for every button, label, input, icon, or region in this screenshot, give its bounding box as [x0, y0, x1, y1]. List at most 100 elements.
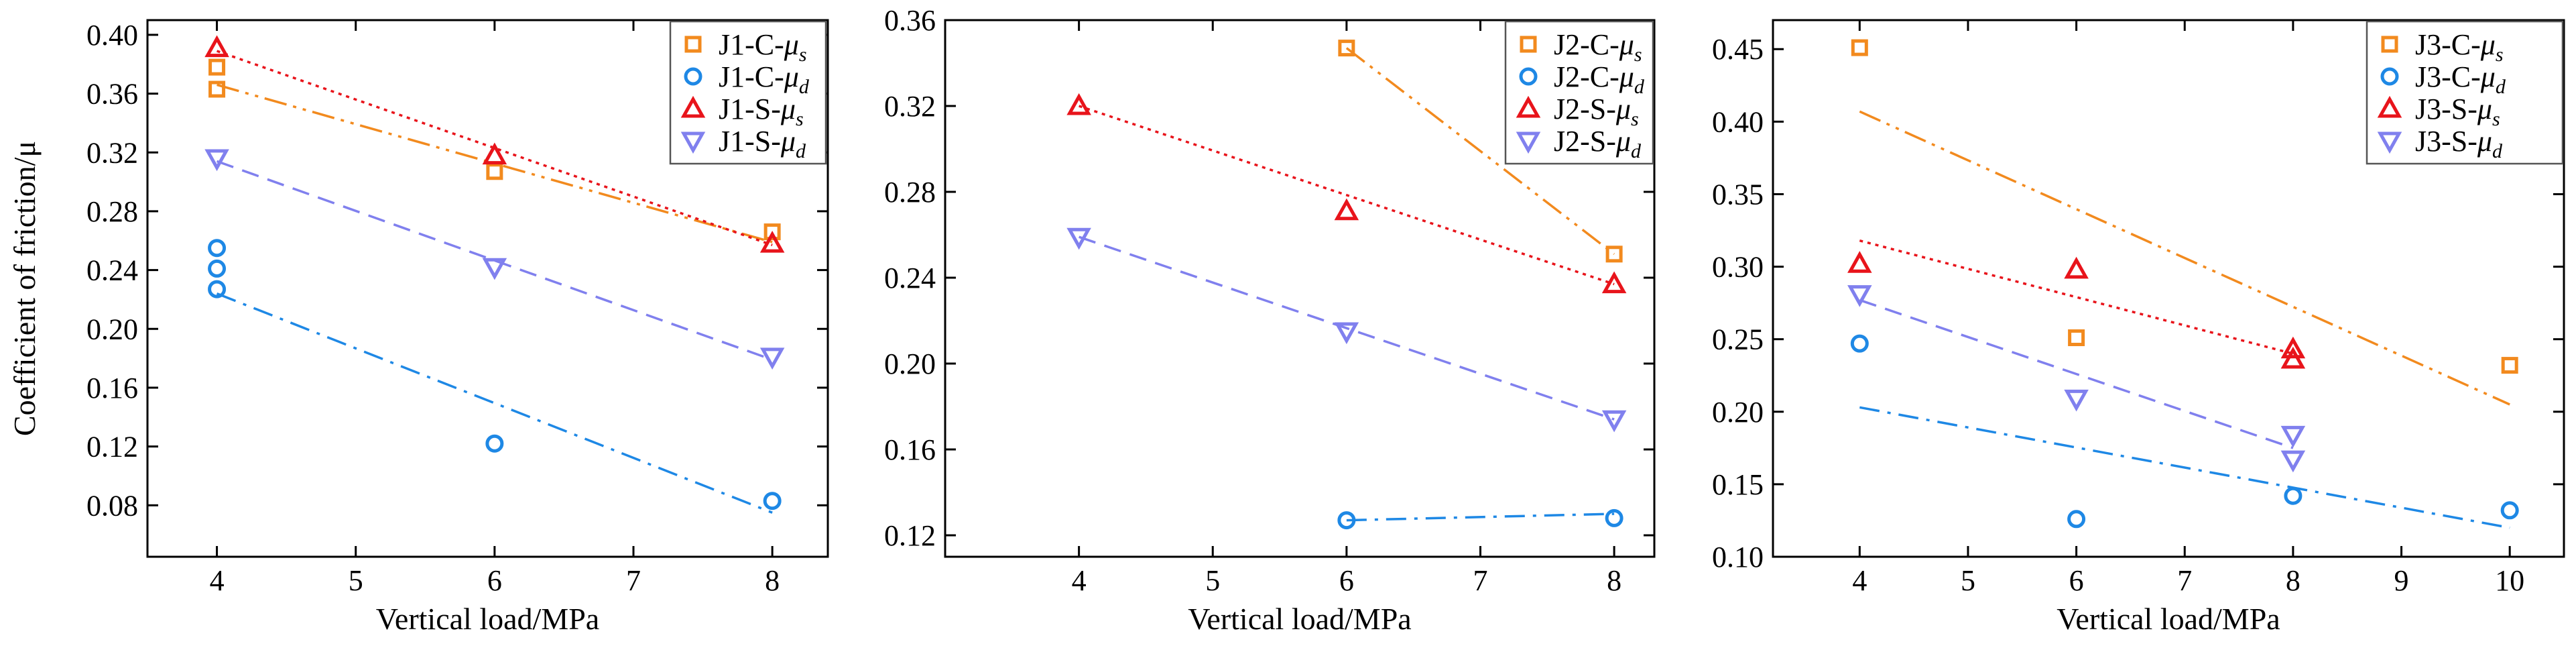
legend-label: J1-S-μs	[719, 93, 804, 130]
fit-line-triangle-down	[216, 160, 773, 361]
y-tick-label: 0.16	[884, 433, 936, 466]
x-tick-label: 5	[1961, 564, 1975, 597]
data-point-square	[486, 163, 503, 180]
legend-label-symbol: μ	[784, 28, 799, 61]
legend-label-symbol: μ	[2477, 125, 2492, 158]
legend-label: J3-S-μd	[2415, 125, 2503, 162]
legend-label: J1-C-μd	[719, 60, 810, 98]
legend-label: J1-C-μs	[719, 28, 807, 66]
data-point-circle	[763, 492, 782, 510]
data-point-circle	[2067, 510, 2086, 529]
legend-label-subscript: d	[1631, 140, 1642, 162]
legend-label-symbol: μ	[2477, 93, 2492, 125]
data-point-square	[2501, 357, 2518, 374]
y-tick-label: 0.24	[884, 262, 936, 294]
x-tick-label: 8	[765, 564, 780, 597]
legend-label-symbol: μ	[784, 60, 799, 93]
legend-label: J2-S-μd	[1554, 125, 1642, 162]
legend-marker-triangle-down	[680, 131, 706, 154]
legend-label-symbol: μ	[1615, 125, 1631, 158]
data-point-triangle-up	[1334, 198, 1359, 221]
fit-line-circle	[216, 292, 773, 514]
legend-label-subscript: d	[799, 76, 810, 98]
y-tick-label: 0.40	[1712, 105, 1764, 138]
legend-label-symbol: μ	[2480, 60, 2496, 93]
legend-marker-triangle-up	[2377, 95, 2402, 118]
legend-label-name: J1-S-	[719, 125, 781, 158]
legend-label: J1-S-μd	[719, 125, 806, 162]
data-point-triangle-down	[2280, 450, 2306, 473]
legend-marker-square	[2381, 36, 2398, 53]
data-point-triangle-down	[1334, 322, 1359, 345]
plot-frame	[944, 19, 1656, 558]
y-tick-label: 0.12	[86, 431, 138, 464]
x-tick-label: 9	[2394, 564, 2409, 597]
legend-label-symbol: μ	[1619, 28, 1634, 61]
y-tick-label: 0.36	[86, 78, 138, 111]
fit-line-square	[1859, 110, 2510, 406]
data-point-triangle-down	[204, 149, 229, 172]
fit-line-triangle-up	[216, 50, 773, 246]
legend-label-subscript: s	[796, 108, 804, 130]
data-point-triangle-down	[1601, 410, 1627, 433]
x-tick-label: 8	[1607, 564, 1621, 597]
legend-marker-circle	[684, 67, 702, 86]
chart-panel-j2: 4 5 6 7 8 0.12 0.16 0.20 0.24 0.28 0.32 0.36 Vertica…	[884, 4, 1656, 636]
y-tick-label: 0.28	[884, 176, 936, 209]
data-point-triangle-down	[1066, 227, 1091, 250]
fit-line-triangle-up	[1079, 105, 1615, 286]
legend-box	[669, 20, 827, 165]
y-tick-label: 0.20	[86, 313, 138, 345]
legend-box	[2366, 20, 2564, 165]
y-tick-label: 0.16	[86, 372, 138, 404]
legend-label-name: J2-S-	[1554, 125, 1616, 158]
data-point-triangle-up	[2280, 346, 2306, 369]
legend-label-subscript: s	[1631, 108, 1639, 130]
legend-label: J3-C-μd	[2415, 60, 2506, 98]
x-tick-label: 4	[1072, 564, 1087, 597]
y-tick-label: 0.24	[86, 254, 138, 287]
y-tick-label: 0.30	[1712, 251, 1764, 284]
data-point-triangle-down	[2064, 389, 2089, 412]
data-point-square	[763, 223, 781, 241]
fit-line-square	[1345, 47, 1615, 256]
fit-line-triangle-up	[1859, 239, 2294, 355]
data-point-circle	[485, 434, 504, 453]
legend-label-subscript: d	[2492, 140, 2503, 162]
y-axis-title: Coefficient of friction/μ	[7, 141, 42, 436]
data-point-square	[1338, 40, 1355, 57]
legend-marker-triangle-up	[1516, 95, 1541, 118]
data-point-triangle-down	[482, 258, 507, 280]
data-point-circle	[1605, 508, 1623, 527]
legend-label-symbol: μ	[1615, 93, 1631, 125]
y-tick-label: 0.32	[884, 90, 936, 123]
x-axis-title: Vertical load/MPa	[376, 602, 599, 636]
y-tick-label: 0.35	[1712, 178, 1764, 211]
legend-marker-square	[1520, 36, 1537, 53]
data-point-circle	[208, 280, 227, 299]
legend-label-name: J3-S-	[2415, 125, 2477, 158]
data-point-square	[208, 80, 226, 98]
x-tick-label: 7	[2177, 564, 2192, 597]
legend-label-name: J1-S-	[719, 93, 781, 125]
x-axis-title: Vertical load/MPa	[1188, 602, 1411, 636]
fit-line-triangle-down	[1079, 235, 1615, 421]
legend-label-subscript: d	[1634, 76, 1645, 98]
y-tick-label: 0.28	[86, 195, 138, 228]
x-tick-label: 8	[2286, 564, 2301, 597]
x-tick-label: 5	[1205, 564, 1220, 597]
legend-marker-triangle-down	[1516, 131, 1541, 154]
legend-label-symbol: μ	[1619, 60, 1634, 93]
legend-label-name: J3-C-	[2415, 28, 2481, 61]
x-axis-title: Vertical load/MPa	[2057, 602, 2280, 636]
data-point-triangle-up	[204, 35, 229, 58]
legend-label-subscript: s	[2496, 44, 2504, 66]
x-tick-label: 6	[2069, 564, 2084, 597]
data-point-circle	[2500, 501, 2519, 520]
data-point-triangle-down	[759, 347, 785, 370]
legend-marker-circle	[1519, 67, 1538, 86]
data-point-triangle-up	[1066, 93, 1091, 115]
